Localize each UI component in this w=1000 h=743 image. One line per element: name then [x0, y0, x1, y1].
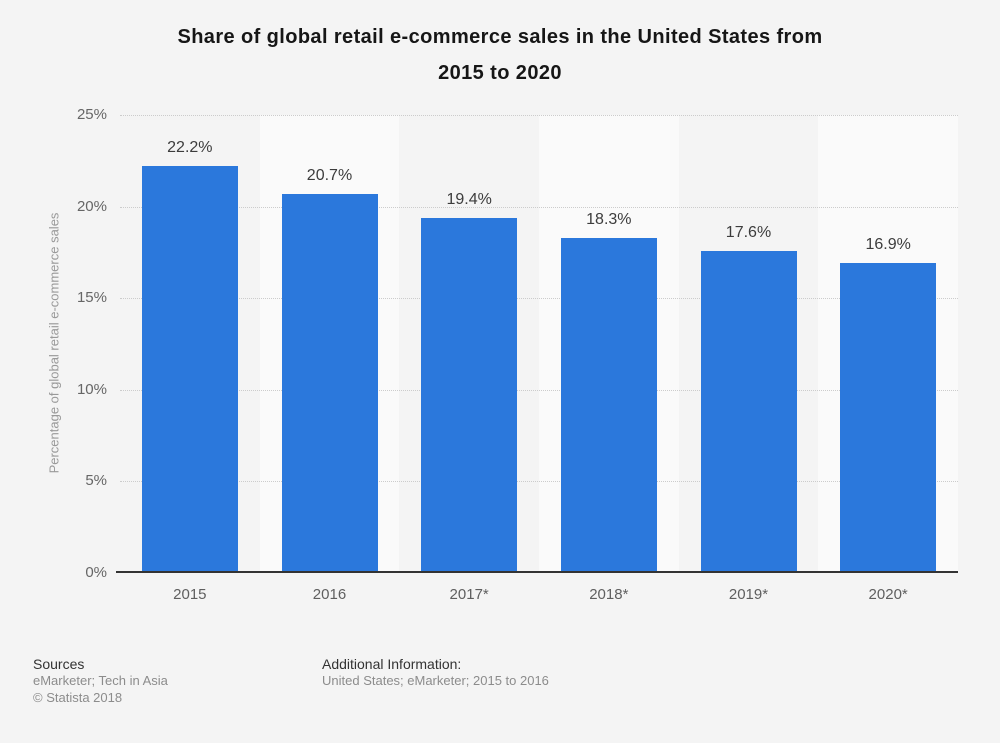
x-axis-line — [116, 571, 958, 573]
x-label-2017*: 2017* — [449, 586, 489, 603]
x-label-2020*: 2020* — [868, 586, 908, 603]
bar-value-label-2019*: 17.6% — [725, 223, 772, 241]
x-label-2016: 2016 — [312, 586, 347, 603]
gridline-20% — [120, 206, 958, 208]
chart-title-line-1: Share of global retail e-commerce sales … — [177, 26, 823, 48]
gridline-15% — [120, 298, 958, 300]
x-label-2019*: 2019* — [728, 586, 769, 603]
chart-title: Share of global retail e-commerce sales … — [0, 19, 1000, 91]
y-axis-ticks: 0% 5% 10% 15% 20% 25% — [0, 106, 107, 581]
bar-2016 — [281, 193, 378, 573]
additional-info-block: Additional Information: United States; e… — [322, 655, 549, 690]
bar-2019* — [700, 250, 797, 573]
x-label-2015: 2015 — [173, 586, 207, 603]
y-tick-label-15%: 15% — [76, 289, 107, 307]
y-tick-label-10%: 10% — [76, 380, 107, 398]
y-tick-label-5%: 5% — [85, 472, 107, 490]
bar-value-label-2017*: 19.4% — [446, 190, 492, 208]
bar-2020* — [840, 263, 937, 573]
y-tick-label-20%: 20% — [76, 197, 107, 215]
copyright-text: © Statista 2018 — [33, 689, 123, 705]
bar-2017* — [421, 217, 518, 573]
x-label-2018*: 2018* — [589, 586, 629, 603]
bar-value-label-2015: 22.2% — [167, 139, 213, 157]
chart-title-line-2: 2015 to 2020 — [438, 62, 562, 84]
bar-2018* — [560, 237, 657, 573]
additional-info-text: United States; eMarketer; 2015 to 2016 — [322, 673, 549, 688]
y-tick-label-0%: 0% — [85, 564, 107, 581]
y-tick-label-25%: 25% — [76, 106, 107, 123]
gridline-5% — [120, 481, 958, 483]
gridline-25% — [120, 115, 958, 116]
sources-block: Sources eMarketer; Tech in Asia © Statis… — [33, 655, 168, 706]
bar-2015 — [141, 166, 238, 573]
additional-info-heading: Additional Information: — [322, 656, 462, 672]
bar-value-label-2020*: 16.9% — [865, 236, 911, 254]
plot-area: 22.2% 20.7% 19.4% 18.3% 17.6% 16.9% — [120, 115, 958, 573]
sources-heading: Sources — [33, 656, 85, 672]
gridline-10% — [120, 389, 958, 391]
x-axis-labels: 2015 2016 2017* 2018* 2019* 2020* — [120, 586, 958, 606]
bar-value-label-2018*: 18.3% — [586, 210, 632, 228]
bar-value-label-2016: 20.7% — [306, 166, 353, 184]
sources-text: eMarketer; Tech in Asia — [33, 673, 168, 688]
chart-area: Percentage of global retail e-commerce s… — [0, 106, 958, 606]
